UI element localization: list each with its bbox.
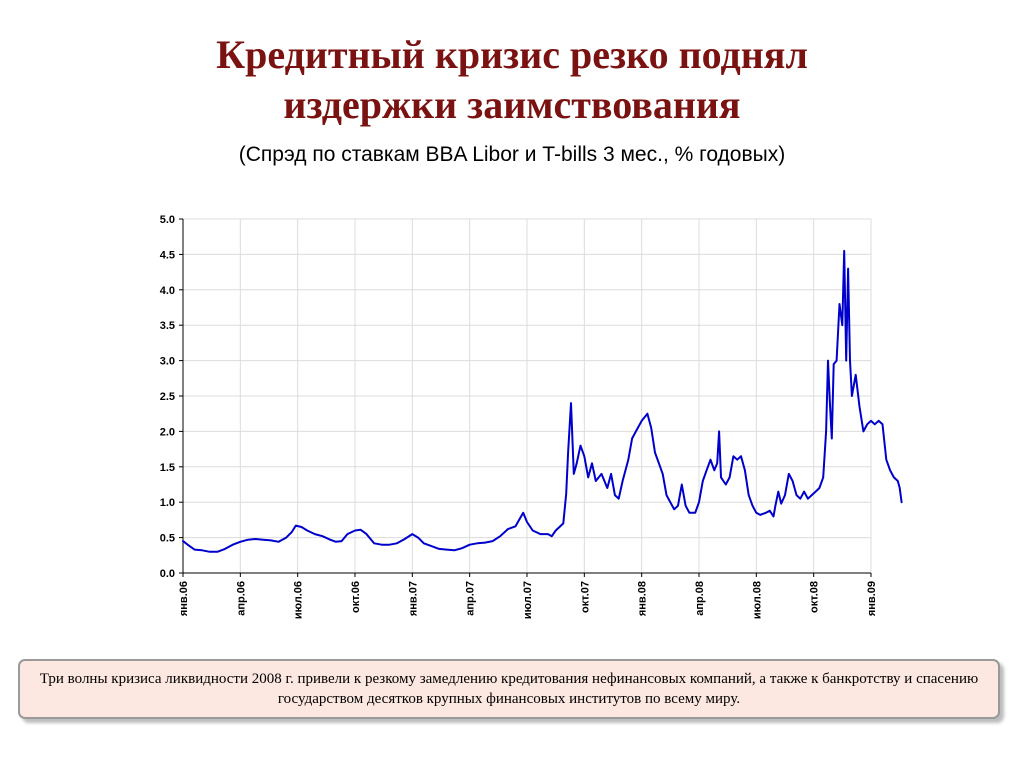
- x-tick-label: июл.08: [751, 581, 763, 619]
- series-line: [182, 249, 903, 553]
- caption-text: Три волны кризиса ликвидности 2008 г. пр…: [39, 671, 979, 707]
- y-tick-label: 5.0: [160, 214, 175, 226]
- x-tick-label: апр.08: [694, 581, 706, 616]
- y-axis-ticks: 0.0 0.5 1.0 1.5 2.0 2.5 3.0 3.5 4.0 4.5 5.0: [160, 214, 175, 580]
- y-tick-label: 0.5: [160, 533, 175, 545]
- x-tick-label: июл.06: [293, 581, 305, 619]
- y-tick-label: 1.0: [160, 497, 175, 509]
- x-tick-label: апр.06: [235, 581, 247, 616]
- y-tick-label: 2.0: [160, 426, 175, 438]
- x-tick-label: окт.08: [809, 581, 821, 613]
- y-tick-label: 4.0: [160, 285, 175, 297]
- x-tick-label: янв.06: [178, 581, 190, 616]
- page-title: Кредитный кризис резко поднял издержки з…: [0, 30, 1024, 130]
- x-tick-label: янв.09: [866, 581, 878, 616]
- y-tick-label: 0.0: [160, 568, 175, 580]
- title-line-2: издержки заимствования: [283, 82, 741, 127]
- x-tick-label: окт.06: [350, 581, 362, 613]
- x-tick-label: апр.07: [465, 581, 477, 616]
- chart-subtitle: (Спрэд по ставкам BBA Libor и T-bills 3 …: [238, 143, 786, 166]
- y-tick-label: 1.5: [160, 462, 175, 474]
- y-tick-label: 3.0: [160, 356, 175, 368]
- title-line-1: Кредитный кризис резко поднял: [216, 32, 808, 77]
- x-tick-label: янв.08: [637, 581, 649, 616]
- chart-grid: [182, 218, 872, 574]
- chart-axes: [179, 218, 872, 577]
- x-tick-label: июл.07: [522, 581, 534, 619]
- y-tick-label: 4.5: [160, 249, 175, 261]
- x-axis-ticks: янв.06 апр.06 июл.06 окт.06 янв.07 апр.07 июл.…: [178, 581, 878, 619]
- caption-box: Три волны кризиса ликвидности 2008 г. пр…: [18, 659, 1000, 719]
- x-tick-label: окт.07: [579, 581, 591, 613]
- x-tick-label: янв.07: [407, 581, 419, 616]
- y-tick-label: 3.5: [160, 320, 175, 332]
- chart-series: [182, 249, 903, 553]
- y-tick-label: 2.5: [160, 391, 175, 403]
